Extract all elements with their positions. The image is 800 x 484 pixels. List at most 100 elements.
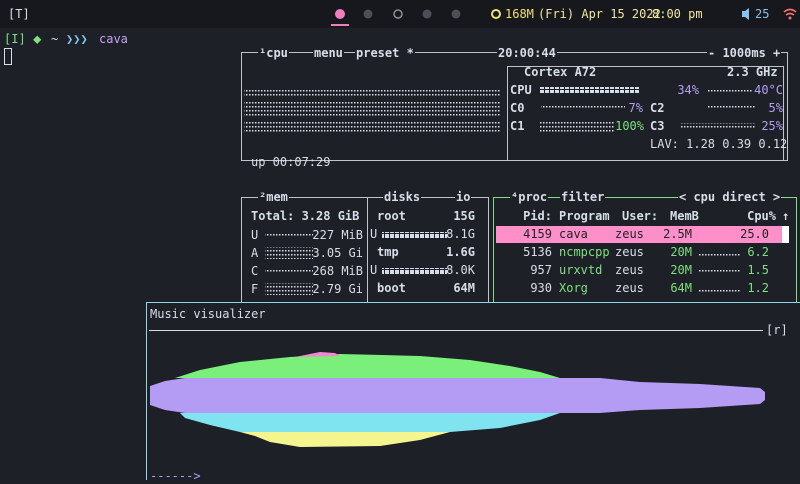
mem-meter (265, 234, 313, 238)
prompt-command: cava (99, 31, 128, 47)
core-label: C0 (510, 100, 524, 116)
core-label: C2 (650, 100, 664, 116)
core-label: C3 (650, 118, 664, 134)
scrollbar (782, 226, 789, 243)
workspace-underline (331, 24, 349, 26)
temp-meter (707, 88, 752, 92)
proc-cell[interactable]: zeus (615, 226, 644, 242)
proc-tab[interactable]: < cpu direct > (678, 189, 781, 205)
disk-label: U (370, 226, 377, 242)
core-label: C1 (510, 118, 524, 134)
core-value: 25% (761, 118, 783, 134)
mem-value: 227 MiB (312, 227, 363, 243)
proc-header: Program (559, 208, 610, 224)
proc-cell[interactable]: 64M (670, 280, 692, 296)
disk-meter-empty (412, 232, 447, 238)
core-meter (707, 105, 755, 109)
proc-cell[interactable]: 930 (530, 280, 552, 296)
core-value: 5% (769, 100, 783, 116)
core-meter (680, 123, 755, 129)
workspace[interactable] (423, 10, 432, 19)
proc-cell[interactable]: Xorg (559, 280, 588, 296)
disk-label: boot (377, 280, 406, 296)
mem-meter (265, 270, 313, 274)
cpu-tab[interactable]: ¹cpu (258, 45, 289, 61)
core-value: 100% (615, 118, 644, 134)
cpu-tab[interactable]: menu (313, 45, 344, 61)
proc-cell[interactable]: cava (559, 226, 588, 242)
mem-meter (265, 283, 313, 295)
proc-cell[interactable]: 20M (670, 262, 692, 278)
prompt-mode: [I] (4, 31, 26, 47)
proc-cell[interactable]: 4159 (523, 226, 552, 242)
mem-tab[interactable]: ²mem (258, 189, 289, 205)
window-footer: ------> (150, 468, 201, 484)
proc-cell[interactable]: 957 (530, 262, 552, 278)
proc-cell[interactable]: zeus (615, 262, 644, 278)
mem-label: U (251, 227, 258, 243)
window-button[interactable]: [r] (766, 322, 788, 338)
proc-cell[interactable]: 25.0 (740, 226, 769, 242)
window-title: Music visualizer (150, 306, 266, 322)
mem-label: C (251, 263, 258, 279)
cursor (5, 49, 12, 65)
proc-header: Pid: (523, 208, 552, 224)
disk-label: U (370, 262, 377, 278)
core-meter (541, 105, 625, 109)
proc-meter (699, 252, 741, 256)
disk-value: 1.6G (446, 244, 475, 260)
proc-cell[interactable]: zeus (615, 244, 644, 260)
disk-value: 8.1G (446, 226, 475, 242)
mem-value: 2.79 Gi (312, 281, 363, 297)
cpu-graph (244, 100, 500, 116)
proc-meter (699, 270, 741, 274)
mem-meter (265, 247, 313, 259)
mem-total: Total: 3.28 GiB (251, 208, 359, 224)
proc-tab[interactable]: filter (560, 189, 605, 205)
mem-label: A (251, 245, 258, 261)
core-label: CPU (510, 82, 532, 98)
cpu-freq: 2.3 GHz (727, 64, 778, 80)
workspace-active[interactable] (335, 9, 345, 19)
prompt-dir: ~ (51, 31, 58, 47)
proc-meter (699, 288, 741, 292)
time: 8:00 pm (652, 6, 703, 22)
proc-tab[interactable]: ⁴proc (510, 189, 548, 205)
workspace[interactable] (364, 10, 373, 19)
workspace[interactable] (452, 10, 461, 19)
uptime: up 00:07:29 (251, 154, 330, 170)
proc-header: Cpu% (747, 208, 776, 224)
mem-tab[interactable]: io (455, 189, 471, 205)
disk-meter-empty (382, 268, 447, 274)
proc-cell[interactable]: zeus (615, 280, 644, 296)
proc-cell[interactable]: 20M (670, 244, 692, 260)
wifi-icon-dot (789, 17, 792, 20)
core-meter (540, 120, 615, 132)
interval[interactable]: - 1000ms + (707, 45, 781, 61)
clock: 20:00:44 (497, 45, 557, 61)
mem-tab[interactable]: disks (383, 189, 421, 205)
mem-value: 3.05 Gi (312, 245, 363, 261)
disk-label: root (377, 208, 406, 224)
proc-cell[interactable]: 5136 (523, 244, 552, 260)
disk-label: tmp (377, 244, 399, 260)
proc-cell[interactable]: ncmpcpp (559, 244, 610, 260)
cpu-model: Cortex A72 (524, 64, 596, 80)
viz-band (150, 378, 765, 413)
sort-arrow: ↑ (782, 208, 789, 224)
date: (Fri) Apr 15 2022 (538, 6, 661, 22)
proc-cell[interactable]: urxvtd (559, 262, 602, 278)
proc-cell[interactable]: 1.5 (747, 262, 769, 278)
disk-meter (382, 232, 412, 238)
disk-value: 64M (453, 280, 475, 296)
disk-value: 15G (453, 208, 475, 224)
memory-usage: 168M (505, 6, 534, 22)
cpu-tab[interactable]: preset * (355, 45, 415, 61)
proc-cell[interactable]: 6.2 (747, 244, 769, 260)
proc-cell[interactable]: 1.2 (747, 280, 769, 296)
cpu-graph (244, 120, 500, 132)
core-value: 34% (677, 82, 699, 98)
proc-cell[interactable]: 2.5M (663, 226, 692, 242)
workspace-tag: [T] (8, 6, 30, 22)
